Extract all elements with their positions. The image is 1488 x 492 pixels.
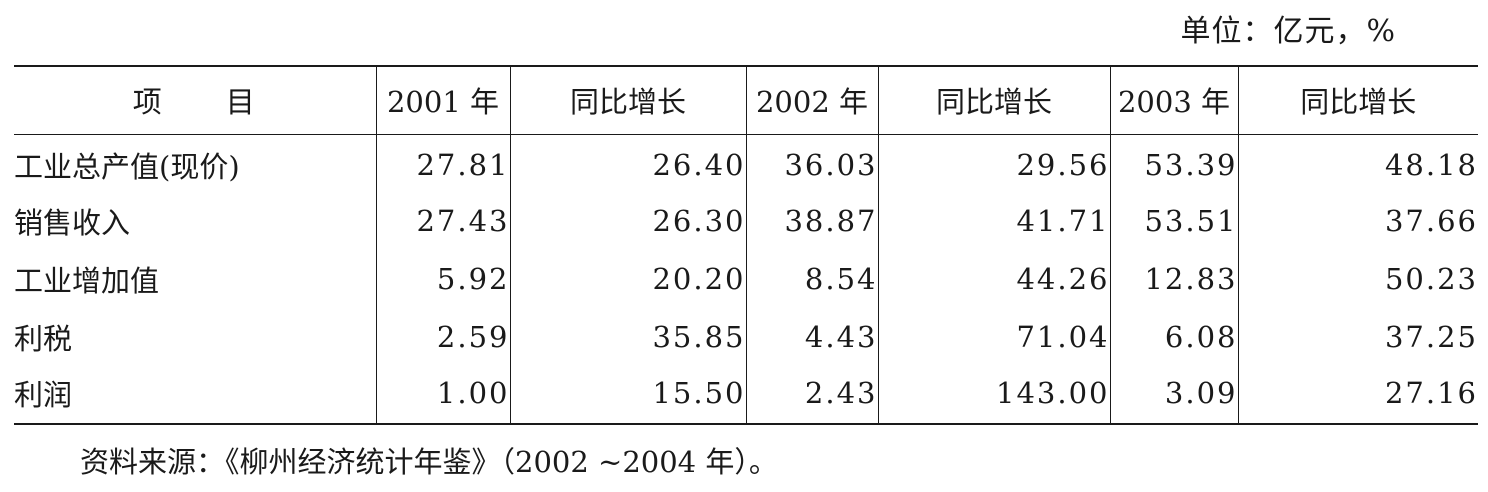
value-2002: 38.87 [745, 192, 878, 250]
value-2002: 4.43 [745, 308, 878, 366]
growth-2001: 20.20 [509, 250, 746, 308]
growth-2003: 27.16 [1237, 366, 1478, 425]
column-header-growth-2002: 同比增长 [877, 65, 1110, 135]
value-2002: 36.03 [745, 134, 878, 192]
value-2003: 3.09 [1109, 366, 1238, 425]
data-table: 项 目 2001 年 同比增长 2002 年 同比增长 2003 年 同比增长 … [14, 65, 1478, 425]
row-label: 销售收入 [14, 206, 131, 240]
column-header-item: 项 目 [14, 65, 376, 135]
table-row: 利税 2.59 35.85 4.43 71.04 6.08 37.25 [14, 308, 1478, 366]
table-row: 工业总产值(现价) 27.81 26.40 36.03 29.56 53.39 … [14, 134, 1478, 192]
growth-2002: 29.56 [877, 134, 1110, 192]
growth-2001: 26.40 [509, 134, 746, 192]
growth-2001: 26.30 [509, 192, 746, 250]
header-row: 项 目 2001 年 同比增长 2002 年 同比增长 2003 年 同比增长 [14, 65, 1478, 135]
value-2001: 1.00 [375, 366, 510, 425]
row-label: 工业增加值 [14, 264, 160, 298]
column-header-growth-2001: 同比增长 [509, 65, 746, 135]
table-row: 利润 1.00 15.50 2.43 143.00 3.09 27.16 [14, 366, 1478, 425]
value-2001: 2.59 [375, 308, 510, 366]
row-label: 工业总产值(现价) [14, 150, 240, 185]
row-label: 利税 [14, 322, 73, 356]
value-2003: 53.39 [1109, 134, 1238, 192]
row-label: 利润 [14, 366, 376, 425]
growth-2002: 44.26 [877, 250, 1110, 308]
value-2002: 8.54 [745, 250, 878, 308]
value-2001: 27.43 [375, 192, 510, 250]
value-2003: 53.51 [1109, 192, 1238, 250]
growth-2002: 41.71 [877, 192, 1110, 250]
column-header-growth-2003: 同比增长 [1237, 65, 1478, 135]
source-note: 资料来源：《柳州经济统计年鉴》（2002 ~2004 年）。 [80, 445, 778, 479]
growth-2002: 71.04 [877, 308, 1110, 366]
value-2002: 2.43 [745, 366, 878, 425]
growth-2003: 48.18 [1237, 134, 1478, 192]
value-2001: 5.92 [375, 250, 510, 308]
unit-note: 单位：亿元，% [1180, 14, 1396, 49]
growth-2003: 37.66 [1237, 192, 1478, 250]
value-2003: 12.83 [1109, 250, 1238, 308]
column-header-2001: 2001 年 [375, 65, 510, 135]
growth-2003: 37.25 [1237, 308, 1478, 366]
growth-2001: 15.50 [509, 366, 746, 425]
table-row: 销售收入 27.43 26.30 38.87 41.71 53.51 37.66 [14, 192, 1478, 250]
column-header-2003: 2003 年 [1109, 65, 1238, 135]
growth-2001: 35.85 [509, 308, 746, 366]
column-header-2002: 2002 年 [745, 65, 878, 135]
growth-2003: 50.23 [1237, 250, 1478, 308]
growth-2002: 143.00 [877, 366, 1110, 425]
value-2001: 27.81 [375, 134, 510, 192]
table-row: 工业增加值 5.92 20.20 8.54 44.26 12.83 50.23 [14, 250, 1478, 308]
value-2003: 6.08 [1109, 308, 1238, 366]
